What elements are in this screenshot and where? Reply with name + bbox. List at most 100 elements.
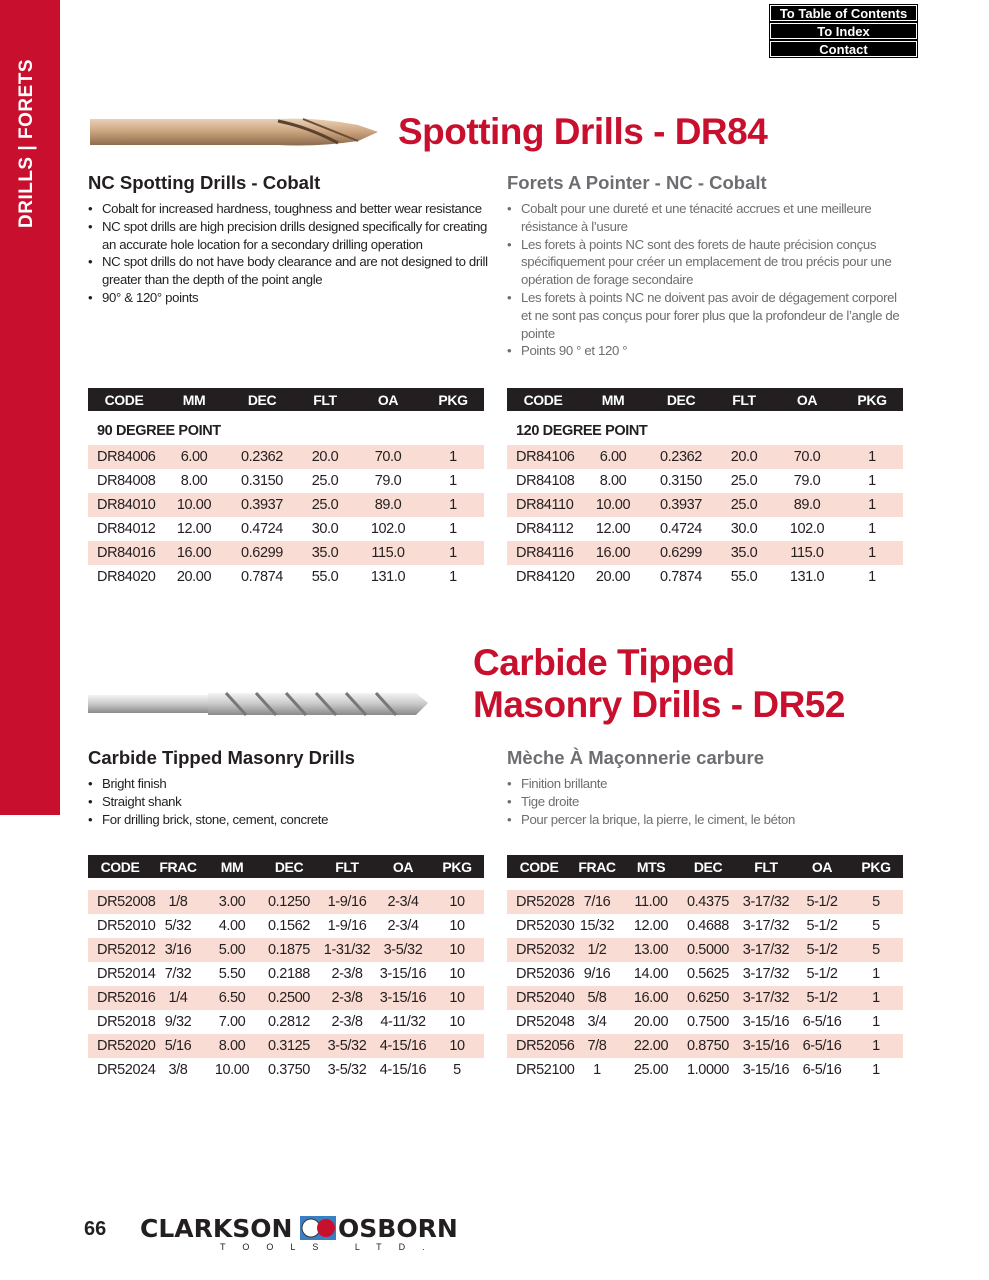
- bullet: Bright finish: [88, 775, 488, 793]
- bullet: Finition brillante: [507, 775, 907, 793]
- cell-flt: 3-17/32: [742, 918, 790, 934]
- masonry-heading-en: Carbide Tipped Masonry Drills: [88, 747, 355, 768]
- cell-dec: 1.0000: [687, 1062, 729, 1078]
- cell-pkg: 1: [422, 445, 484, 469]
- cell-code: DR52030: [516, 918, 575, 934]
- column-header-dec: DEC: [679, 855, 737, 878]
- cell-flt: 25.0: [296, 493, 354, 517]
- cell-flt: 3-17/32: [737, 938, 795, 962]
- table-row: DR52028 7/16 11.00 0.4375 3-17/32 5-1/2 5: [507, 890, 903, 914]
- table-row: DR52016 1/4 6.50 0.2500 2-3/8 3-15/16 10: [88, 986, 484, 1010]
- bullet: Les forets à points NC ne doivent pas av…: [507, 289, 907, 342]
- cell-flt: 1-31/32: [318, 938, 376, 962]
- cell-flt: 20.0: [296, 445, 354, 469]
- cell-oa: 5-1/2: [795, 986, 849, 1010]
- cell-mm: 8.00: [599, 473, 627, 489]
- column-header-flt: FLT: [715, 388, 773, 411]
- cell-mts: 20.00: [633, 1014, 669, 1030]
- table-row: DR52010 5/32 4.00 0.1562 1-9/16 2-3/4 10: [88, 914, 484, 938]
- spotting-90-table: CODE MM DEC FLT OA PKG 90 DEGREE POINT DR84006 6…: [88, 388, 484, 589]
- cell-pkg: 5: [849, 890, 903, 914]
- bullet: Points 90 ° et 120 °: [507, 342, 907, 360]
- table-header-row: CODE MM DEC FLT OA PKG: [88, 388, 484, 411]
- cell-code: DR52018: [97, 1014, 156, 1030]
- logo-word-left: CLARKSON: [140, 1214, 293, 1243]
- column-header-mm: MM: [160, 388, 228, 411]
- table-header-row: CODE FRAC MTS DEC FLT OA PKG: [507, 855, 903, 878]
- cell-dec: 0.7874: [241, 569, 283, 585]
- cell-code: DR52056: [507, 1034, 575, 1058]
- cell-code: DR84012: [97, 521, 156, 537]
- cell-flt: 20.0: [715, 445, 773, 469]
- cell-mm: 6.00: [160, 445, 228, 469]
- cell-pkg: 10: [430, 986, 484, 1010]
- spotting-120-table: CODE MM DEC FLT OA PKG 120 DEGREE POINT DR84106…: [507, 388, 903, 589]
- masonry-title-line2: Masonry Drills - DR52: [473, 684, 845, 725]
- masonry-table-left: CODE FRAC MM DEC FLT OA PKG DR52008 1/8 3.00 0.125…: [88, 855, 484, 1082]
- cell-mm: 3.00: [204, 890, 260, 914]
- cell-oa: 102.0: [370, 521, 406, 537]
- index-link[interactable]: To Index: [769, 22, 918, 40]
- cell-dec: 0.7500: [687, 1014, 729, 1030]
- cell-oa: 4-15/16: [379, 1062, 427, 1078]
- cell-mts: 16.00: [623, 986, 679, 1010]
- contact-link[interactable]: Contact: [769, 40, 918, 58]
- cell-code: DR84112: [516, 521, 574, 537]
- bullet: Les forets à points NC sont des forets d…: [507, 236, 907, 289]
- cell-dec: 0.4724: [241, 521, 283, 537]
- table-row: DR52012 3/16 5.00 0.1875 1-31/32 3-5/32 10: [88, 938, 484, 962]
- table-header-row: CODE FRAC MM DEC FLT OA PKG: [88, 855, 484, 878]
- cell-code: DR52024: [97, 1062, 156, 1078]
- cell-dec: 0.5625: [687, 966, 729, 982]
- cell-pkg: 10: [449, 918, 465, 934]
- cell-mm: 8.00: [204, 1034, 260, 1058]
- cell-frac: 1/8: [152, 890, 204, 914]
- table-row: DR84108 8.00 0.3150 25.0 79.0 1: [507, 469, 903, 493]
- cell-pkg: 1: [841, 493, 903, 517]
- cell-pkg: 5: [849, 938, 903, 962]
- table-of-contents-link[interactable]: To Table of Contents: [769, 4, 918, 22]
- cell-frac: 1: [593, 1062, 601, 1078]
- column-header-oa: OA: [376, 855, 430, 878]
- cell-flt: 3-17/32: [742, 966, 790, 982]
- column-header-mm: MM: [204, 855, 260, 878]
- cell-code: DR84016: [88, 541, 160, 565]
- cell-dec: 0.4375: [679, 890, 737, 914]
- cell-oa: 70.0: [354, 445, 422, 469]
- cell-code: DR52016: [88, 986, 156, 1010]
- cell-dec: 0.8750: [679, 1034, 737, 1058]
- cell-frac: 5/8: [571, 986, 623, 1010]
- cell-oa: 6-5/16: [802, 1014, 842, 1030]
- cell-pkg: 1: [449, 521, 457, 537]
- cell-flt: 2-3/8: [331, 1014, 363, 1030]
- cell-oa: 131.0: [789, 569, 825, 585]
- cell-dec: 0.1250: [260, 890, 318, 914]
- table-row: DR52100 1 25.00 1.0000 3-15/16 6-5/16 1: [507, 1058, 903, 1082]
- cell-flt: 3-15/16: [742, 1014, 790, 1030]
- cell-oa: 2-3/4: [376, 890, 430, 914]
- table-row: DR52048 3/4 20.00 0.7500 3-15/16 6-5/16 1: [507, 1010, 903, 1034]
- cell-dec: 0.2362: [228, 445, 296, 469]
- spotting-drills-title: Spotting Drills - DR84: [398, 111, 768, 152]
- table-row: DR52024 3/8 10.00 0.3750 3-5/32 4-15/16 5: [88, 1058, 484, 1082]
- cell-pkg: 1: [849, 986, 903, 1010]
- table-row: DR84120 20.00 0.7874 55.0 131.0 1: [507, 565, 903, 589]
- cell-oa: 115.0: [773, 541, 841, 565]
- cell-oa: 4-11/32: [380, 1014, 426, 1030]
- cell-oa: 6-5/16: [795, 1034, 849, 1058]
- table-row: DR52008 1/8 3.00 0.1250 1-9/16 2-3/4 10: [88, 890, 484, 914]
- column-header-pkg: PKG: [849, 855, 903, 878]
- cell-pkg: 1: [868, 569, 876, 585]
- cell-pkg: 1: [872, 966, 880, 982]
- column-header-pkg: PKG: [422, 388, 484, 411]
- cell-mm: 16.00: [160, 541, 228, 565]
- cell-mts: 13.00: [623, 938, 679, 962]
- cell-pkg: 1: [449, 569, 457, 585]
- cell-flt: 30.0: [311, 521, 339, 537]
- cell-flt: 35.0: [715, 541, 773, 565]
- cell-mm: 20.00: [595, 569, 631, 585]
- page-number: 66: [84, 1218, 107, 1240]
- cell-oa: 115.0: [354, 541, 422, 565]
- column-header-mm: MM: [579, 388, 647, 411]
- cell-oa: 131.0: [370, 569, 406, 585]
